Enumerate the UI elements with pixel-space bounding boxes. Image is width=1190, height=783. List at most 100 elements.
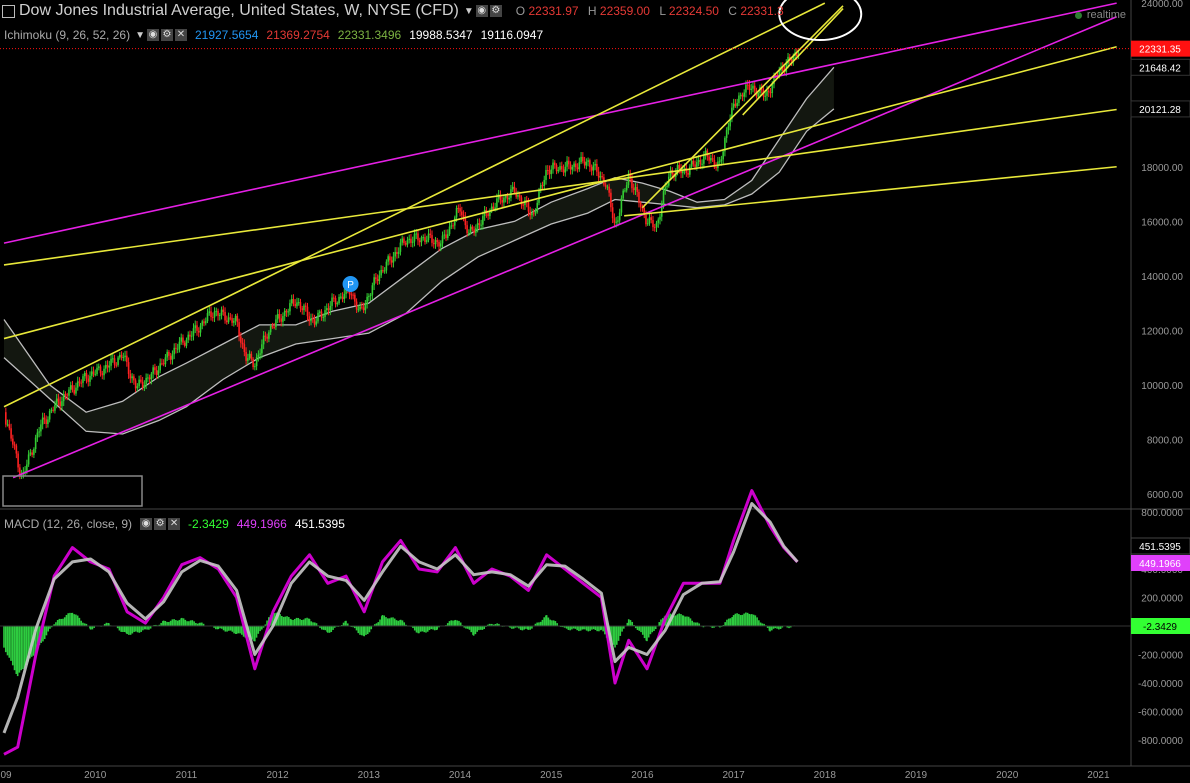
ichimoku-label[interactable]: Ichimoku (9, 26, 52, 26) <box>4 28 131 42</box>
chevron-down-icon[interactable]: ▼ <box>463 5 474 17</box>
macd-histogram-bar <box>251 626 254 640</box>
trendline <box>742 8 844 116</box>
macd-histogram-bar <box>229 626 232 631</box>
candle-body <box>632 188 635 191</box>
symbol-title[interactable]: Dow Jones Industrial Average, United Sta… <box>19 2 459 19</box>
candle-body <box>429 233 432 236</box>
macd-histogram-bar <box>122 626 124 633</box>
candle-body <box>334 298 337 305</box>
macd-histogram-bar <box>761 623 764 626</box>
candle-body <box>506 195 509 200</box>
candle-body <box>69 385 72 390</box>
high-label: H <box>587 4 597 18</box>
eye-icon[interactable]: ◉ <box>140 518 153 530</box>
candle-body <box>182 337 184 343</box>
macd-value: 451.5395 <box>294 517 345 531</box>
candle-body <box>560 166 563 170</box>
macd-histogram-bar <box>686 616 688 626</box>
settings-icon[interactable]: ⚙ <box>160 29 173 41</box>
settings-icon[interactable]: ⚙ <box>489 5 502 17</box>
macd-histogram-bar <box>304 618 307 626</box>
candle-body <box>247 358 249 361</box>
macd-histogram-bar <box>67 613 69 626</box>
macd-histogram-bar <box>346 623 349 626</box>
candle-body <box>646 223 649 225</box>
candle-body <box>641 207 644 209</box>
macd-histogram-bar <box>62 618 64 626</box>
candle-body <box>243 344 246 352</box>
macd-histogram-bar <box>713 626 715 628</box>
candle-body <box>790 59 793 62</box>
settings-icon[interactable]: ⚙ <box>154 518 167 530</box>
macd-histogram-bar <box>235 626 238 634</box>
macd-histogram-bar <box>776 626 778 629</box>
candle-body <box>208 311 211 314</box>
candle-body <box>324 310 326 317</box>
candle-body <box>636 187 639 192</box>
candle-body <box>660 204 663 217</box>
macd-label[interactable]: MACD (12, 26, close, 9) <box>4 517 133 531</box>
candle-body <box>720 159 723 162</box>
macd-histogram-bar <box>395 620 398 626</box>
time-axis-tick: 2017 <box>722 770 745 781</box>
macd-axis-tick: -200.0000 <box>1138 651 1183 662</box>
candle-body <box>645 215 647 225</box>
macd-histogram-bar <box>169 620 172 626</box>
collapse-icon[interactable] <box>2 4 15 18</box>
candle-body <box>610 192 612 208</box>
macd-histogram-bar <box>370 626 373 630</box>
macd-histogram-bar <box>545 615 548 626</box>
macd-histogram-bar <box>191 620 194 626</box>
macd-histogram-bar <box>140 626 142 632</box>
macd-histogram-bar <box>649 626 652 635</box>
candle-body <box>424 237 426 242</box>
candle-body <box>306 306 309 317</box>
macd-histogram-bar <box>123 626 126 633</box>
macd-histogram-bar <box>722 624 725 626</box>
time-axis-tick: 2020 <box>996 770 1019 781</box>
chevron-down-icon[interactable]: ▼ <box>135 29 145 41</box>
eye-icon[interactable]: ◉ <box>475 5 488 17</box>
candle-body <box>664 187 667 192</box>
macd-histogram-bar <box>498 623 500 626</box>
candle-body <box>545 170 547 180</box>
candle-body <box>611 207 614 219</box>
macd-histogram-bar <box>724 622 726 626</box>
macd-histogram-bar <box>330 626 333 633</box>
candle-body <box>546 170 549 172</box>
ichimoku-span-a <box>3 66 835 413</box>
macd-histogram-bar <box>13 626 16 671</box>
close-icon[interactable]: ✕ <box>174 29 187 41</box>
candle-body <box>427 233 430 241</box>
candle-body <box>552 162 554 170</box>
macd-histogram-bar <box>552 620 555 626</box>
macd-histogram-bar <box>42 626 44 642</box>
macd-histogram-bar <box>739 615 742 626</box>
eye-icon[interactable]: ◉ <box>146 29 159 41</box>
macd-histogram-bar <box>22 626 24 670</box>
candle-body <box>152 367 154 374</box>
candle-body <box>94 374 97 376</box>
macd-histogram-bar <box>55 622 57 626</box>
candle-body <box>434 240 437 245</box>
macd-axis-tick: 200.0000 <box>1141 594 1183 605</box>
candle-body <box>183 342 186 346</box>
macd-histogram-bar <box>171 619 174 626</box>
macd-histogram-bar <box>589 626 591 631</box>
candle-body <box>741 94 744 97</box>
candle-body <box>315 321 318 325</box>
candle-body <box>604 184 607 187</box>
candle-body <box>250 353 253 359</box>
candle-body <box>701 163 703 165</box>
close-icon[interactable]: ✕ <box>168 518 181 530</box>
macd-histogram-bar <box>255 626 258 638</box>
macd-histogram-bar <box>478 626 480 631</box>
macd-histogram-bar <box>678 613 681 626</box>
macd-histogram-bar <box>381 615 384 626</box>
candle-body <box>75 387 77 394</box>
candle-body <box>594 163 596 166</box>
candle-body <box>147 377 149 379</box>
macd-histogram-bar <box>195 622 197 626</box>
macd-histogram-bar <box>340 624 343 626</box>
